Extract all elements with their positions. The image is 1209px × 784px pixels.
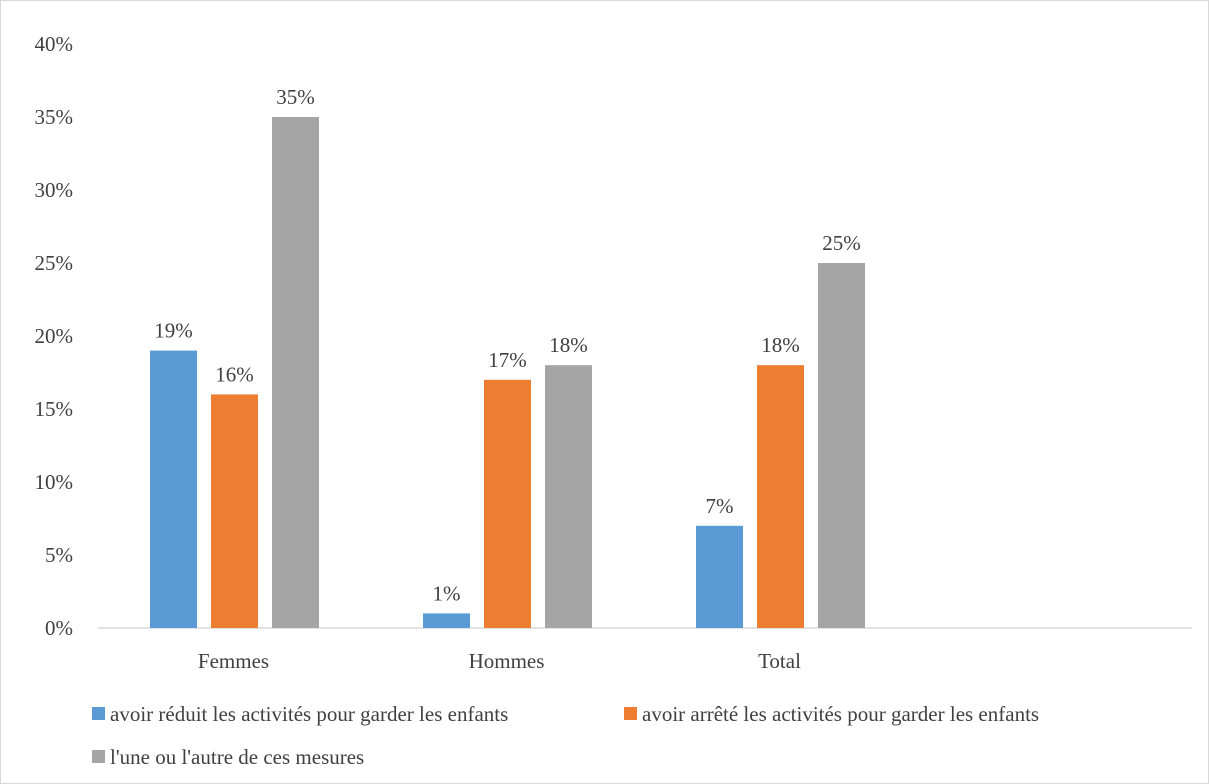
bar — [484, 379, 531, 628]
y-tick-label: 35% — [35, 105, 74, 129]
y-tick-label: 40% — [35, 32, 74, 56]
legend-label: avoir arrêté les activités pour garder l… — [642, 702, 1039, 726]
data-label: 25% — [822, 231, 861, 255]
legend-swatch — [92, 707, 105, 720]
bar — [545, 365, 592, 628]
bar — [818, 263, 865, 628]
x-tick-label: Hommes — [469, 649, 545, 673]
bar-series — [150, 117, 865, 628]
bar — [423, 613, 470, 628]
bar — [757, 365, 804, 628]
bar — [150, 350, 197, 628]
data-label: 19% — [154, 319, 193, 343]
data-label: 1% — [433, 581, 461, 605]
data-label: 16% — [215, 362, 254, 386]
data-label: 7% — [706, 494, 734, 518]
data-label: 35% — [276, 85, 315, 109]
x-tick-label: Femmes — [198, 649, 269, 673]
bar — [272, 117, 319, 628]
data-labels: 19% 16% 35% 1% 17% 18% 7% 18% 25% — [154, 85, 861, 605]
y-tick-label: 25% — [35, 251, 74, 275]
data-label: 18% — [549, 333, 588, 357]
y-tick-label: 30% — [35, 178, 74, 202]
legend-swatch — [92, 750, 105, 763]
y-tick-label: 10% — [35, 470, 74, 494]
legend-label: l'une ou l'autre de ces mesures — [110, 745, 364, 769]
legend-label: avoir réduit les activités pour garder l… — [110, 702, 508, 726]
x-axis-category-labels: Femmes Hommes Total — [198, 649, 801, 673]
y-tick-label: 5% — [45, 543, 73, 567]
legend-swatch — [624, 707, 637, 720]
bar — [211, 394, 258, 628]
data-label: 17% — [488, 348, 527, 372]
x-tick-label: Total — [758, 649, 801, 673]
y-axis-ticks: 0% 5% 10% 15% 20% 25% 30% 35% 40% — [35, 32, 74, 640]
data-label: 18% — [761, 333, 800, 357]
y-tick-label: 0% — [45, 616, 73, 640]
y-tick-label: 20% — [35, 324, 74, 348]
y-tick-label: 15% — [35, 397, 74, 421]
legend: avoir réduit les activités pour garder l… — [92, 702, 1039, 769]
bar — [696, 525, 743, 628]
